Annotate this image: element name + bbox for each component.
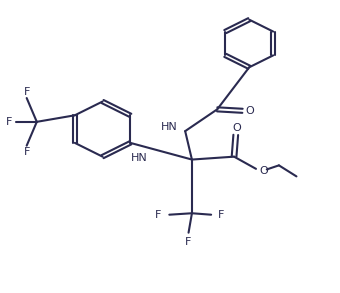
Text: F: F <box>185 237 192 247</box>
Text: O: O <box>245 106 254 116</box>
Text: F: F <box>23 87 30 97</box>
Text: F: F <box>155 210 161 220</box>
Text: F: F <box>23 147 30 157</box>
Text: HN: HN <box>160 122 177 132</box>
Text: O: O <box>232 123 241 133</box>
Text: F: F <box>218 210 224 220</box>
Text: F: F <box>6 117 12 127</box>
Text: O: O <box>259 166 268 176</box>
Text: HN: HN <box>131 154 148 163</box>
